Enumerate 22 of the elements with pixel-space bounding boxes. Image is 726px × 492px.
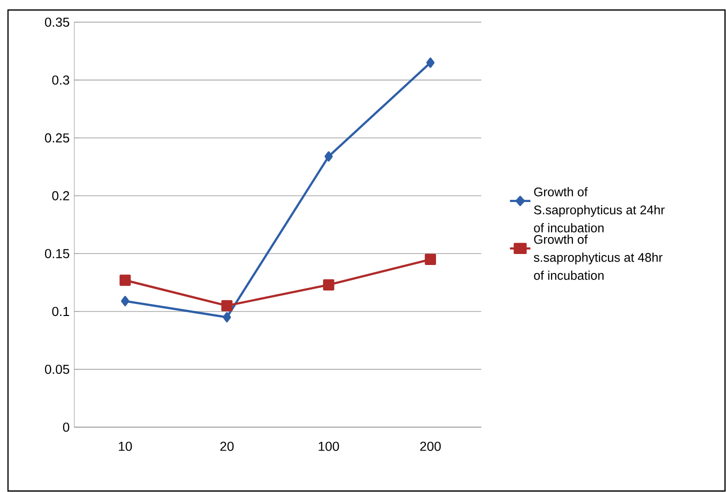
point (324, 151, 333, 162)
point (121, 296, 130, 306)
y-tick-label: 0 (63, 422, 70, 432)
y-tick-label: 0.35 (44, 18, 70, 27)
point (426, 58, 435, 68)
point (323, 279, 334, 290)
y-tick-label: 0.3 (52, 75, 70, 85)
x-tick-label: 200 (420, 442, 441, 451)
x-tick-label: 20 (220, 442, 234, 451)
legend-label: Growth of s.saprophyticus at 48hr of incubation (534, 234, 662, 280)
y-tick-label: 0.25 (44, 133, 70, 142)
point (222, 312, 232, 322)
point (221, 300, 233, 312)
legend-label: Growth of S.saprophyticus at 24hr of incubation (534, 187, 665, 232)
x-tick-label: 10 (118, 442, 132, 451)
point (120, 274, 131, 286)
y-tick-label: 0.2 (52, 191, 70, 200)
y-tick-label: 0.15 (44, 249, 70, 258)
point (424, 254, 436, 265)
y-tick-label: 0.05 (44, 364, 70, 374)
x-tick-label: 100 (318, 442, 339, 451)
y-tick-label: 0.1 (52, 306, 70, 316)
